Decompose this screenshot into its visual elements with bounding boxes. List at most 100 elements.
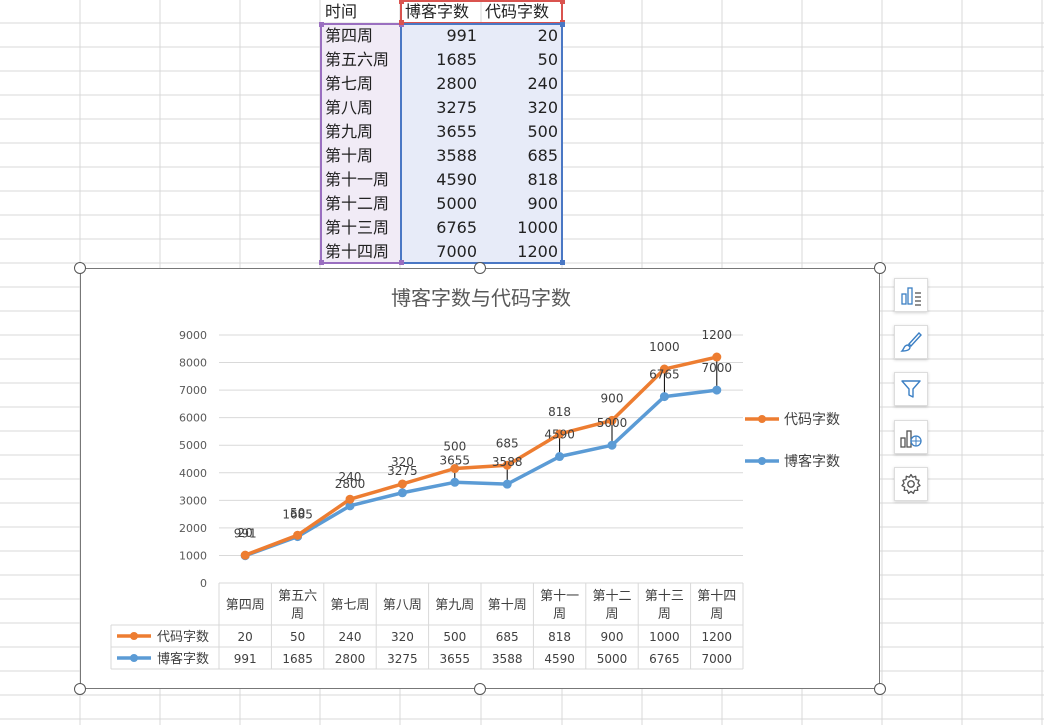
blog-count-cell[interactable]: 991 <box>401 24 481 48</box>
data-table-value: 1200 <box>702 630 733 644</box>
code-data-label: 1200 <box>702 328 733 342</box>
chart-frame[interactable]: 博客字数与代码字数 0 1000 2000 3000 4000 5000 6000 7000 80… <box>80 268 880 689</box>
data-table-legend-marker <box>130 654 138 662</box>
chart-filter-icon <box>901 380 921 398</box>
resize-handle[interactable] <box>474 262 486 274</box>
range-corner-handle[interactable] <box>399 260 404 265</box>
blog-series-point[interactable] <box>555 452 565 462</box>
code-count-cell[interactable]: 50 <box>481 48 562 72</box>
code-series-point[interactable] <box>607 415 617 425</box>
data-table-value: 1685 <box>282 652 313 666</box>
blog-count-cell[interactable]: 2800 <box>401 72 481 96</box>
range-corner-handle[interactable] <box>560 0 565 4</box>
blog-count-cell[interactable]: 5000 <box>401 192 481 216</box>
code-count-cell[interactable]: 1000 <box>481 216 562 240</box>
range-corner-handle[interactable] <box>560 260 565 265</box>
x-category-label: 第十二 <box>592 589 631 604</box>
legend-marker[interactable] <box>758 457 766 465</box>
code-series-point[interactable] <box>659 364 669 374</box>
code-count-cell[interactable]: 320 <box>481 96 562 120</box>
week-cell[interactable]: 第十周 <box>321 144 401 168</box>
data-table-value: 818 <box>548 630 571 644</box>
code-count-cell[interactable]: 500 <box>481 120 562 144</box>
legend-label[interactable]: 博客字数 <box>784 453 840 470</box>
y-tick-label: 2000 <box>179 522 207 535</box>
chart-filter-button[interactable] <box>894 372 928 406</box>
blog-series-point[interactable] <box>397 488 407 498</box>
blog-count-cell[interactable]: 3588 <box>401 144 481 168</box>
x-category-label-line2: 周 <box>553 607 566 622</box>
data-table-value: 2800 <box>335 652 366 666</box>
code-count-cell[interactable]: 240 <box>481 72 562 96</box>
week-cell[interactable]: 第十二周 <box>321 192 401 216</box>
week-cell[interactable]: 第八周 <box>321 96 401 120</box>
blog-count-cell[interactable]: 6765 <box>401 216 481 240</box>
week-cell[interactable]: 第七周 <box>321 72 401 96</box>
chart-style-button[interactable] <box>894 325 928 359</box>
code-series-point[interactable] <box>502 460 512 470</box>
data-table-series-name: 博客字数 <box>157 651 209 667</box>
chart-title[interactable]: 博客字数与代码字数 <box>391 286 571 310</box>
range-corner-handle[interactable] <box>560 22 565 27</box>
code-count-cell[interactable]: 818 <box>481 168 562 192</box>
code-series-point[interactable] <box>345 494 355 504</box>
blog-count-cell[interactable]: 3275 <box>401 96 481 120</box>
legend-label[interactable]: 代码字数 <box>784 412 840 428</box>
line-chart[interactable]: 博客字数与代码字数 0 1000 2000 3000 4000 5000 6000 7000 80… <box>81 269 881 690</box>
blog-series-point[interactable] <box>502 479 512 489</box>
y-tick-label: 6000 <box>179 412 207 425</box>
resize-handle[interactable] <box>874 262 886 274</box>
data-table-value: 4590 <box>544 652 575 666</box>
code-count-cell[interactable]: 20 <box>481 24 562 48</box>
blog-series-point[interactable] <box>450 477 460 487</box>
resize-handle[interactable] <box>74 683 86 695</box>
header-cell[interactable]: 时间 <box>325 2 358 21</box>
code-series-point[interactable] <box>555 429 565 439</box>
header-cell[interactable]: 博客字数 <box>405 2 470 21</box>
code-series-point[interactable] <box>450 464 460 474</box>
range-corner-handle[interactable] <box>319 260 324 265</box>
code-count-cell[interactable]: 1200 <box>481 240 562 264</box>
blog-count-cell[interactable]: 7000 <box>401 240 481 264</box>
resize-handle[interactable] <box>74 262 86 274</box>
week-cell[interactable]: 第十三周 <box>321 216 401 240</box>
blog-series-point[interactable] <box>712 385 722 395</box>
chart-settings-button[interactable] <box>894 467 928 501</box>
code-data-label: 240 <box>339 470 362 484</box>
chart-elements-button[interactable] <box>894 278 928 312</box>
range-corner-handle[interactable] <box>319 22 324 27</box>
code-series-point[interactable] <box>293 530 303 540</box>
range-corner-handle[interactable] <box>399 20 404 25</box>
blog-series-line[interactable] <box>244 388 718 558</box>
blog-series-point[interactable] <box>607 440 617 450</box>
code-series-point[interactable] <box>397 479 407 489</box>
code-data-label: 320 <box>391 455 414 469</box>
blog-count-cell[interactable]: 4590 <box>401 168 481 192</box>
resize-handle[interactable] <box>474 683 486 695</box>
data-table-value: 991 <box>234 652 257 666</box>
week-cell[interactable]: 第九周 <box>321 120 401 144</box>
blog-count-cell[interactable]: 3655 <box>401 120 481 144</box>
range-corner-handle[interactable] <box>399 0 404 4</box>
legend-marker[interactable] <box>758 415 766 423</box>
code-series-point[interactable] <box>240 550 250 560</box>
blog-count-cell[interactable]: 1685 <box>401 48 481 72</box>
week-cell[interactable]: 第十一周 <box>321 168 401 192</box>
code-series-line[interactable] <box>244 355 718 557</box>
week-cell[interactable]: 第五六周 <box>321 48 401 72</box>
header-cell[interactable]: 代码字数 <box>485 2 550 21</box>
y-tick-label: 3000 <box>179 494 207 507</box>
x-category-label: 第七周 <box>330 598 369 613</box>
chart-type-button[interactable] <box>894 420 928 454</box>
code-count-cell[interactable]: 685 <box>481 144 562 168</box>
y-tick-label: 8000 <box>179 357 207 370</box>
x-category-label-line2: 周 <box>605 607 618 622</box>
resize-handle[interactable] <box>874 683 886 695</box>
code-series-point[interactable] <box>712 352 722 362</box>
data-table-value: 5000 <box>597 652 628 666</box>
code-count-cell[interactable]: 900 <box>481 192 562 216</box>
week-cell[interactable]: 第四周 <box>321 24 401 48</box>
x-category-label-line2: 周 <box>291 607 304 622</box>
blog-series-point[interactable] <box>659 392 669 402</box>
week-cell[interactable]: 第十四周 <box>321 240 401 264</box>
